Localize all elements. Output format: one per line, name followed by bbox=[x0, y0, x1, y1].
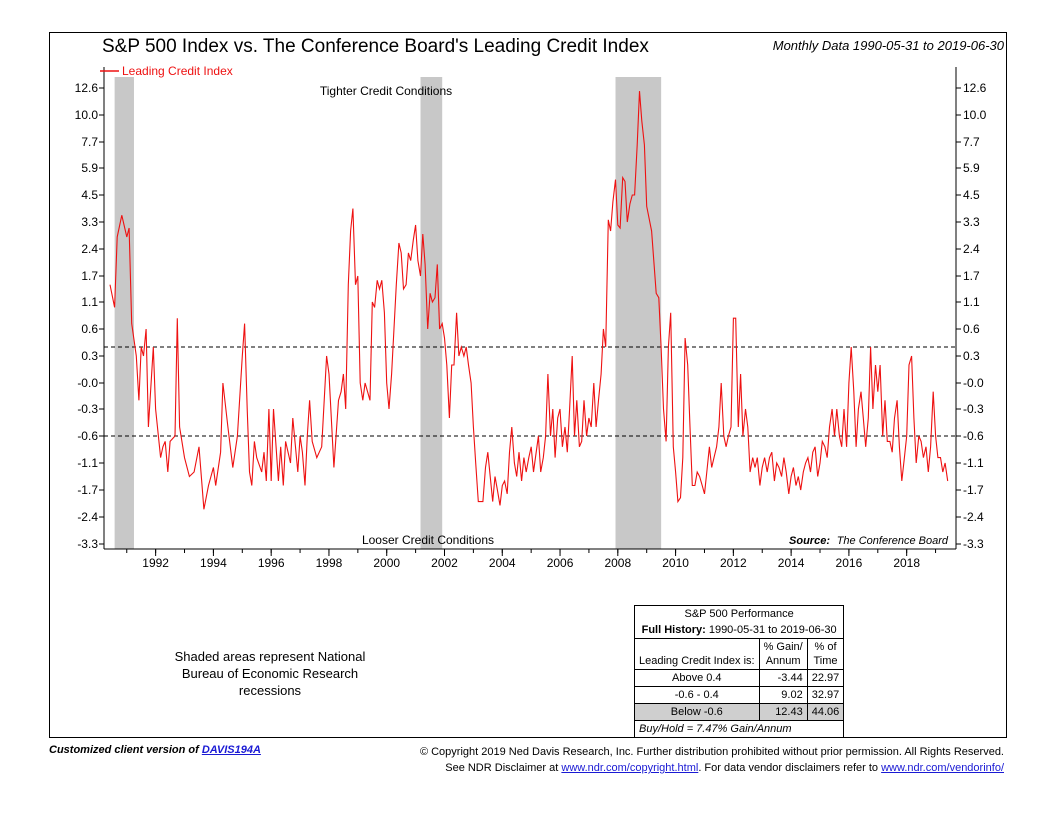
col-gain-line2: Annum bbox=[765, 655, 801, 667]
davis-link[interactable]: DAVIS194A bbox=[201, 744, 261, 756]
y-tick-label-left: 1.1 bbox=[81, 295, 98, 309]
y-tick-label-left: 2.4 bbox=[81, 242, 98, 256]
y-tick-label-right: -1.1 bbox=[963, 456, 984, 470]
y-tick-label-right: 0.6 bbox=[963, 322, 980, 336]
col-header-time: % of Time bbox=[806, 638, 845, 670]
table-row: Below -0.6 12.43 44.06 bbox=[634, 703, 845, 721]
y-tick-label-left: -1.1 bbox=[77, 456, 98, 470]
copyright-text: © Copyright 2019 Ned Davis Research, Inc… bbox=[419, 746, 1004, 758]
y-tick-label-left: -3.3 bbox=[77, 537, 98, 551]
footer-copyright: © Copyright 2019 Ned Davis Research, Inc… bbox=[420, 744, 1004, 776]
col-header-index: Leading Credit Index is: bbox=[634, 638, 760, 670]
y-tick-label-right: 7.7 bbox=[963, 135, 980, 149]
row-time: 44.06 bbox=[806, 703, 845, 721]
y-tick-label-right: 5.9 bbox=[963, 161, 980, 175]
x-tick-label: 2016 bbox=[836, 556, 863, 570]
x-tick-label: 1992 bbox=[142, 556, 169, 570]
row-gain: -3.44 bbox=[758, 669, 808, 687]
x-tick-label: 1994 bbox=[200, 556, 227, 570]
table-full-history: Full History: 1990-05-31 to 2019-06-30 bbox=[633, 622, 845, 639]
col-time-line1: % of bbox=[814, 641, 837, 653]
y-tick-label-left: -0.0 bbox=[77, 376, 98, 390]
vendorinfo-link[interactable]: www.ndr.com/vendorinfo/ bbox=[881, 762, 1004, 774]
source-value: The Conference Board bbox=[837, 535, 949, 547]
y-tick-label-left: 10.0 bbox=[75, 108, 99, 122]
y-tick-label-right: 1.1 bbox=[963, 295, 980, 309]
disclaimer-text-2: . For data vendor disclaimers refer to bbox=[698, 762, 882, 774]
x-tick-label: 2014 bbox=[778, 556, 805, 570]
y-tick-label-right: -2.4 bbox=[963, 510, 984, 524]
x-tick-label: 1996 bbox=[258, 556, 285, 570]
x-tick-label: 2000 bbox=[373, 556, 400, 570]
y-tick-label-left: 5.9 bbox=[81, 161, 98, 175]
x-tick-label: 2010 bbox=[662, 556, 689, 570]
y-tick-label-left: 1.7 bbox=[81, 269, 98, 283]
y-tick-label-left: 4.5 bbox=[81, 188, 98, 202]
col-gain-line1: % Gain/ bbox=[763, 641, 803, 653]
col-header-gain: % Gain/Annum bbox=[758, 638, 808, 670]
y-tick-label-right: 1.7 bbox=[963, 269, 980, 283]
custom-version-note: Customized client version of DAVIS194A bbox=[49, 744, 261, 756]
y-tick-label-right: 10.0 bbox=[963, 108, 987, 122]
disclaimer-text-1: See NDR Disclaimer at bbox=[445, 762, 562, 774]
y-tick-label-left: 0.3 bbox=[81, 349, 98, 363]
y-tick-label-right: 0.3 bbox=[963, 349, 980, 363]
y-tick-label-right: 2.4 bbox=[963, 242, 980, 256]
chart-subtitle: Monthly Data 1990-05-31 to 2019-06-30 bbox=[772, 38, 1004, 53]
y-tick-label-right: -0.6 bbox=[963, 429, 984, 443]
x-tick-label: 2006 bbox=[547, 556, 574, 570]
y-tick-label-right: 4.5 bbox=[963, 188, 980, 202]
x-tick-label: 1998 bbox=[316, 556, 343, 570]
annotation-looser: Looser Credit Conditions bbox=[362, 533, 494, 547]
recession-band bbox=[114, 77, 134, 549]
y-tick-label-right: -0.3 bbox=[963, 402, 984, 416]
performance-table: S&P 500 Performance Full History: 1990-0… bbox=[633, 605, 845, 738]
y-tick-label-right: 12.6 bbox=[963, 81, 987, 95]
y-tick-label-right: -0.0 bbox=[963, 376, 984, 390]
x-tick-label: 2018 bbox=[893, 556, 920, 570]
row-gain: 9.02 bbox=[758, 686, 808, 704]
custom-version-prefix: Customized client version of bbox=[49, 744, 202, 756]
y-tick-label-left: -1.7 bbox=[77, 483, 98, 497]
col-time-line2: Time bbox=[813, 655, 838, 667]
y-tick-label-left: 3.3 bbox=[81, 215, 98, 229]
source-label: Source: bbox=[789, 535, 830, 547]
row-gain: 12.43 bbox=[758, 703, 808, 721]
recession-note: Shaded areas represent National Bureau o… bbox=[174, 649, 366, 698]
y-tick-label-left: 7.7 bbox=[81, 135, 98, 149]
x-tick-label: 2012 bbox=[720, 556, 747, 570]
y-tick-label-right: 3.3 bbox=[963, 215, 980, 229]
row-label: -0.6 - 0.4 bbox=[634, 686, 760, 704]
y-tick-label-left: -2.4 bbox=[77, 510, 98, 524]
disclaimer-line: See NDR Disclaimer at www.ndr.com/copyri… bbox=[420, 760, 1004, 776]
y-tick-label-right: -3.3 bbox=[963, 537, 984, 551]
copyright-link[interactable]: www.ndr.com/copyright.html bbox=[561, 762, 699, 774]
y-tick-label-left: -0.6 bbox=[77, 429, 98, 443]
series-line-leading-credit-index bbox=[109, 91, 949, 510]
y-tick-label-left: 12.6 bbox=[75, 81, 99, 95]
recession-band bbox=[420, 77, 443, 549]
x-tick-label: 2002 bbox=[431, 556, 458, 570]
row-label: Below -0.6 bbox=[634, 703, 760, 721]
x-tick-label: 2008 bbox=[604, 556, 631, 570]
y-tick-label-left: -0.3 bbox=[77, 402, 98, 416]
full-history-value: 1990-05-31 to 2019-06-30 bbox=[708, 624, 837, 636]
y-tick-label-left: 0.6 bbox=[81, 322, 98, 336]
legend-label: Leading Credit Index bbox=[122, 64, 233, 78]
recession-band bbox=[615, 77, 662, 549]
row-time: 22.97 bbox=[806, 669, 845, 687]
full-history-label: Full History: bbox=[641, 624, 706, 636]
table-row: Above 0.4 -3.44 22.97 bbox=[634, 669, 845, 687]
y-tick-label-right: -1.7 bbox=[963, 483, 984, 497]
table-row: -0.6 - 0.4 9.02 32.97 bbox=[634, 686, 845, 704]
row-label: Above 0.4 bbox=[634, 669, 760, 687]
buyhold-text: Buy/Hold = 7.47% Gain/Annum bbox=[633, 720, 845, 738]
table-header: S&P 500 Performance bbox=[633, 605, 845, 622]
chart-title: S&P 500 Index vs. The Conference Board's… bbox=[102, 36, 649, 57]
row-time: 32.97 bbox=[806, 686, 845, 704]
annotation-tighter: Tighter Credit Conditions bbox=[320, 84, 452, 98]
chart-frame bbox=[49, 32, 1007, 738]
x-tick-label: 2004 bbox=[489, 556, 516, 570]
